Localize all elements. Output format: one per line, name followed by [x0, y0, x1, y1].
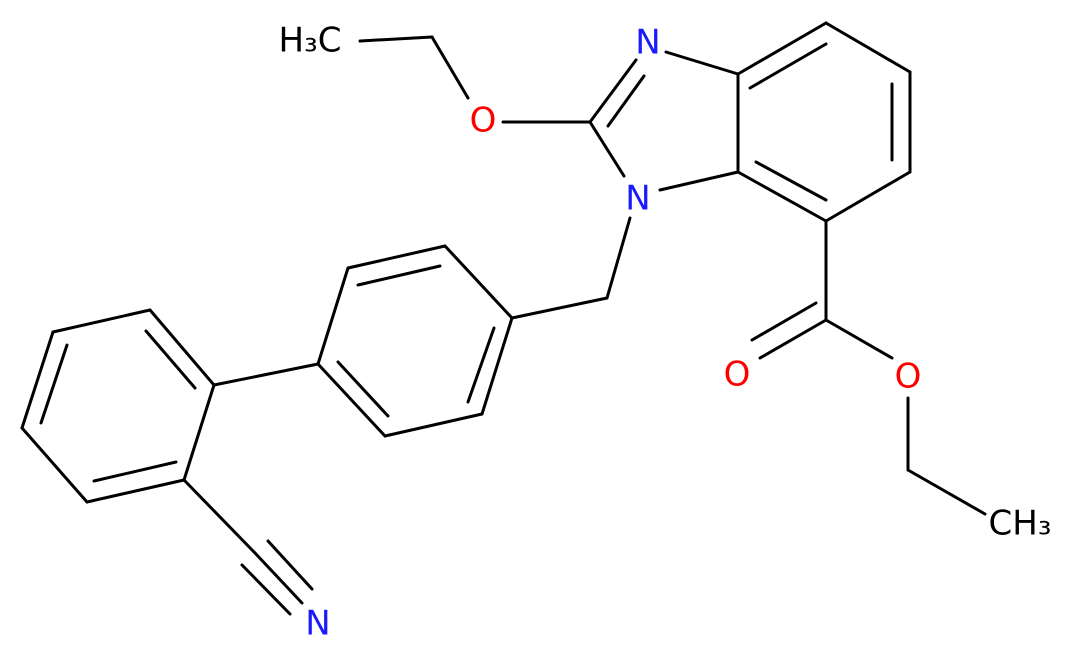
atom-labels: H₃C O N N O O CH₃ N: [279, 21, 1052, 644]
atom-label: N: [635, 23, 660, 63]
atom-label: N: [305, 604, 330, 644]
atom-label: CH₃: [989, 504, 1052, 544]
atom-label: O: [470, 101, 497, 141]
atom-label: H₃C: [279, 21, 342, 61]
atom-label: O: [895, 357, 922, 397]
bonds: [20, 21, 987, 616]
atom-label: O: [724, 355, 751, 395]
atom-label: N: [625, 179, 650, 219]
